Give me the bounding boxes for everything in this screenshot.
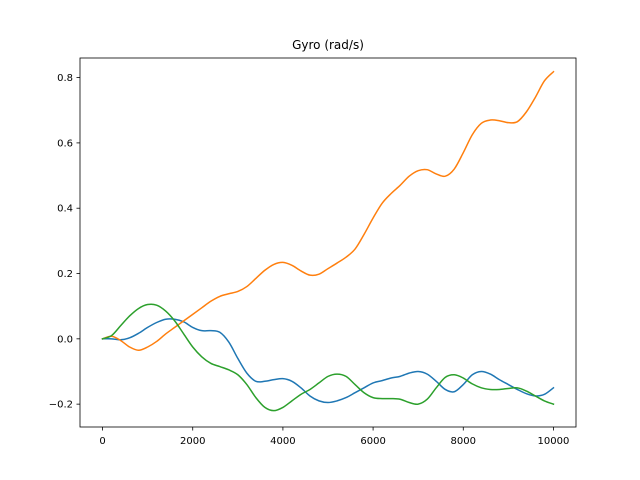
x-tick-label: 6000 <box>360 436 385 447</box>
y-tick-label: 0.6 <box>57 138 73 149</box>
x-axis: 0 2000 4000 6000 8000 10000 <box>99 427 569 447</box>
series-layer <box>101 70 555 412</box>
chart-title: Gyro (rad/s) <box>292 38 364 52</box>
series-line-1 <box>101 318 555 404</box>
y-tick-label: 0.8 <box>57 73 73 84</box>
x-tick-label: 2000 <box>180 436 205 447</box>
y-tick-label: 0.2 <box>57 269 73 280</box>
x-tick-label: 10000 <box>538 436 570 447</box>
y-tick-label: 0.4 <box>57 204 73 215</box>
y-tick-label: −0.2 <box>49 400 73 411</box>
x-tick-label: 8000 <box>451 436 476 447</box>
y-tick-label: 0.0 <box>57 334 73 345</box>
series-line-3 <box>101 303 555 412</box>
x-tick-label: 0 <box>99 436 105 447</box>
x-tick-label: 4000 <box>270 436 295 447</box>
y-axis: −0.2 0.0 0.2 0.4 0.6 0.8 <box>49 73 80 411</box>
plot-frame <box>79 57 577 428</box>
